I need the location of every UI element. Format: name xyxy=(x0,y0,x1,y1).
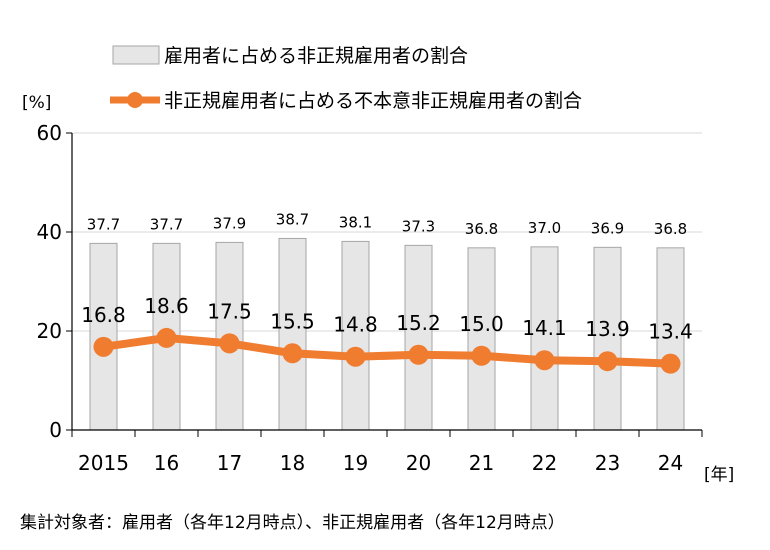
bar xyxy=(404,244,433,431)
legend: 雇用者に占める非正規雇用者の割合 非正規雇用者に占める不本意非正規雇用者の割合 xyxy=(110,45,582,112)
bar xyxy=(593,246,622,431)
x-tick-label: 20 xyxy=(406,451,431,475)
series-line xyxy=(99,333,675,368)
bar-value-label: 36.9 xyxy=(591,219,624,237)
line-point xyxy=(282,343,303,364)
line-point xyxy=(408,344,429,365)
legend-line-label: 非正規雇用者に占める不本意非正規雇用者の割合 xyxy=(164,90,582,112)
bar-value-label: 36.8 xyxy=(654,220,687,238)
bar xyxy=(89,242,118,431)
y-tick-label: 40 xyxy=(37,220,62,244)
y-axis-unit: [%] xyxy=(22,93,51,113)
bar-value-label: 37.3 xyxy=(402,217,435,235)
bar-value-label: 38.1 xyxy=(339,213,372,231)
bar xyxy=(341,240,370,431)
x-tick-label: 23 xyxy=(595,451,620,475)
x-tick-label: 16 xyxy=(154,451,179,475)
bar xyxy=(467,247,496,431)
legend-bar-label: 雇用者に占める非正規雇用者の割合 xyxy=(164,45,468,67)
x-axis-unit: [年] xyxy=(704,465,734,485)
bar-value-label: 36.8 xyxy=(465,220,498,238)
line-value-label: 14.8 xyxy=(333,313,378,337)
line-point xyxy=(471,345,492,366)
x-tick-label: 17 xyxy=(217,451,242,475)
line-value-label: 16.8 xyxy=(81,303,126,327)
line-value-label: 18.6 xyxy=(144,294,189,318)
line-point xyxy=(597,351,618,372)
line-value-label: 13.9 xyxy=(585,317,630,341)
bar-value-label: 38.7 xyxy=(276,210,309,228)
data-labels: 37.7 37.7 37.9 38.7 38.1 37.3 36.8 37.0 36.9 36.8… xyxy=(81,210,693,343)
bar xyxy=(530,246,559,431)
y-tick-label: 0 xyxy=(49,418,62,442)
line-value-label: 17.5 xyxy=(207,299,252,323)
bar xyxy=(215,241,244,431)
bar-value-label: 37.7 xyxy=(87,215,120,233)
line-point xyxy=(534,350,555,371)
line-point xyxy=(156,327,177,348)
line-series xyxy=(93,327,681,374)
y-tick-label: 60 xyxy=(37,121,62,145)
line-value-label: 15.5 xyxy=(270,309,315,333)
line-point xyxy=(660,353,681,374)
line-value-label: 13.4 xyxy=(648,320,693,344)
line-point xyxy=(93,336,114,357)
bar-value-label: 37.0 xyxy=(528,219,561,237)
x-tick-label: 22 xyxy=(532,451,557,475)
bar xyxy=(656,247,685,431)
x-tick-label: 18 xyxy=(280,451,305,475)
line-value-label: 15.2 xyxy=(396,311,441,335)
x-tick-label: 24 xyxy=(658,451,683,475)
x-tick-label: 21 xyxy=(469,451,494,475)
bar-value-label: 37.9 xyxy=(213,214,246,232)
line-point xyxy=(345,346,366,367)
axes: 0 20 40 60 2015 16 17 18 19 20 21 22 23 24 xyxy=(37,121,703,475)
bar xyxy=(278,237,307,431)
legend-bar-swatch xyxy=(112,45,160,65)
y-tick-label: 20 xyxy=(37,319,62,343)
legend-line-marker xyxy=(127,92,143,108)
footnote: 集計対象者：雇用者（各年12月時点）、非正規雇用者（各年12月時点） xyxy=(20,513,565,533)
line-value-label: 15.0 xyxy=(459,312,504,336)
x-tick-label: 19 xyxy=(343,451,368,475)
line-point xyxy=(219,333,240,354)
line-value-label: 14.1 xyxy=(522,316,567,340)
x-tick-label: 2015 xyxy=(78,451,129,475)
bar-value-label: 37.7 xyxy=(150,215,183,233)
